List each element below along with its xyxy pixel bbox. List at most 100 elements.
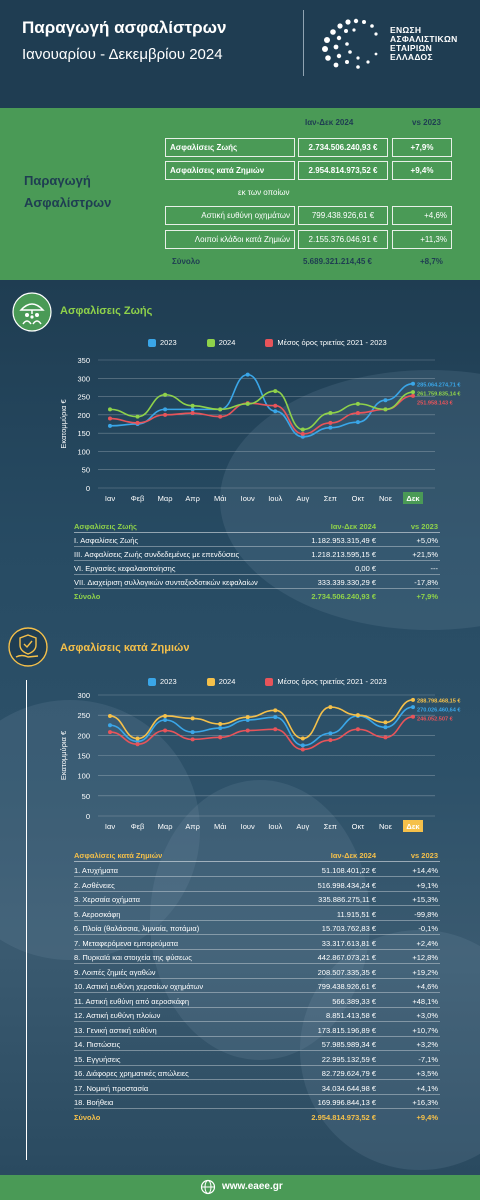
- table-row: 15. Εγγυήσεις 22.995.132,59 € -7,1%: [74, 1054, 440, 1066]
- page-subtitle: Ιανουαρίου - Δεκεμβρίου 2024: [22, 46, 223, 63]
- legend-swatch-2023: [148, 677, 156, 686]
- shield-hand-icon: [8, 627, 48, 667]
- header-divider: [303, 10, 304, 76]
- x-tick-label: Απρ: [185, 822, 199, 831]
- table-total-row: Σύνολο 2.954.814.973,52 € +9,4%: [74, 1112, 438, 1122]
- summary-of-which: εκ των οποίων: [238, 188, 290, 197]
- data-point: [163, 713, 168, 718]
- nonlife-line-chart: Εκατομμύρια € 0 50 100 150 200 250 300 Ιαν Φεβ Μαρ…: [59, 691, 461, 832]
- data-point: [108, 723, 112, 728]
- summary-motor-value: 799.438.926,61 €: [298, 206, 388, 225]
- table-row: 8. Πυρκαϊά και στοιχεία της φύσεως 442.86…: [74, 953, 440, 964]
- data-point: [190, 403, 195, 408]
- summary-life-value: 2.734.506.240,93 €: [298, 138, 388, 157]
- legend-label-2023: 2023: [160, 677, 177, 686]
- data-point: [411, 381, 415, 386]
- x-tick-label: Φεβ: [131, 822, 145, 831]
- life-line-chart: Εκατομμύρια € 0 50 100 150 200 250 300 350 Ιαν Φεβ…: [59, 356, 461, 504]
- summary-nonlife-label: Ασφαλίσεις κατά Ζημιών: [165, 161, 295, 180]
- data-point: [135, 414, 140, 419]
- y-tick-label: 150: [77, 752, 90, 761]
- end-value-label: 288.798.468,15 €: [417, 698, 461, 704]
- data-point: [163, 412, 168, 417]
- y-tick-label: 50: [82, 466, 90, 475]
- end-value-label: 251.958.143 €: [417, 400, 454, 406]
- data-point: [135, 742, 140, 747]
- summary-other-label: Λοιποί κλάδοι κατά Ζημιών: [165, 230, 295, 249]
- y-tick-label: 100: [77, 447, 90, 456]
- data-point: [190, 407, 195, 412]
- data-point: [245, 372, 250, 377]
- data-point: [328, 731, 333, 736]
- series-line: [109, 395, 414, 435]
- data-point: [218, 414, 223, 419]
- y-tick-label: 200: [77, 731, 90, 740]
- header: Παραγωγή ασφαλίστρων Ιανουαρίου - Δεκεμβ…: [0, 0, 480, 108]
- x-tick-label: Δεκ: [406, 494, 420, 503]
- data-point: [190, 737, 195, 742]
- data-point: [355, 727, 360, 732]
- table-row: 12. Αστική ευθύνη πλοίων 8.851.413,58 € +3…: [74, 1011, 440, 1022]
- data-point: [411, 697, 415, 702]
- data-point: [300, 736, 305, 741]
- data-point: [328, 420, 333, 425]
- life-legend: 2023 2024 Μέσος όρος τριετίας 2021 - 202…: [148, 338, 387, 347]
- data-point: [190, 730, 195, 735]
- table-row: 1. Ατυχήματα 51.108.401,22 € +14,4%: [74, 866, 440, 877]
- data-point: [300, 747, 305, 752]
- data-point: [273, 708, 278, 713]
- footer-link[interactable]: www.eaee.gr: [222, 1181, 283, 1192]
- y-tick-label: 300: [77, 691, 90, 700]
- table-row: 6. Πλοία (θαλάσσια, λιμναία, ποτάμια) 15.…: [74, 924, 440, 935]
- table-total-row: Σύνολο 2.734.506.240,93 € +7,9%: [74, 592, 438, 601]
- legend-label-2024: 2024: [218, 338, 236, 347]
- x-tick-label: Ιουλ: [268, 822, 282, 831]
- nonlife-section-title: Ασφαλίσεις κατά Ζημιών: [60, 642, 190, 654]
- x-tick-label: Ιαν: [105, 822, 115, 831]
- data-point: [383, 725, 388, 730]
- series-line: [109, 373, 414, 438]
- data-point: [108, 713, 112, 718]
- data-point: [300, 434, 305, 439]
- nonlife-legend: 2023 2024 Μέσος όρος τριετίας 2021 - 202…: [148, 677, 387, 686]
- end-value-label: 246.052.507 €: [417, 716, 454, 722]
- x-tick-label: Οκτ: [352, 494, 365, 503]
- table-row: 9. Λοιπές ζημιές αγαθών 208.507.335,35 € +…: [74, 967, 440, 979]
- table-row: 17. Νομική προστασία 34.034.644,98 € +4,1%: [74, 1083, 440, 1095]
- data-point: [163, 407, 168, 412]
- data-point: [328, 738, 333, 743]
- data-point: [411, 390, 415, 395]
- x-tick-label: Σεπ: [324, 494, 337, 503]
- y-tick-label: 0: [86, 812, 90, 821]
- x-tick-label: Σεπ: [324, 822, 337, 831]
- x-tick-label: Μάι: [214, 822, 227, 831]
- x-tick-label: Αυγ: [296, 494, 309, 503]
- data-point: [163, 718, 168, 723]
- table-row: 2. Ασθένειες 516.998.434,24 € +9,1%: [74, 880, 440, 892]
- data-point: [273, 715, 278, 720]
- data-point: [218, 407, 223, 412]
- data-point: [273, 389, 278, 394]
- y-axis-label: Εκατομμύρια €: [59, 730, 68, 780]
- data-point: [135, 739, 140, 744]
- data-point: [355, 713, 360, 718]
- y-tick-label: 350: [77, 356, 90, 365]
- y-tick-label: 150: [77, 429, 90, 438]
- legend-label-avg: Μέσος όρος τριετίας 2021 - 2023: [277, 677, 387, 686]
- legend-label-avg: Μέσος όρος τριετίας 2021 - 2023: [277, 338, 387, 347]
- legend-swatch-2024: [206, 677, 215, 686]
- summary-panel: Παραγωγή Ασφαλίστρων Ιαν-Δεκ 2024 vs 202…: [0, 108, 480, 280]
- summary-motor-vs: +4,6%: [392, 206, 452, 225]
- data-point: [135, 420, 140, 425]
- end-value-label: 261.759.835,14 €: [417, 391, 461, 397]
- data-point: [411, 393, 415, 398]
- data-point: [355, 401, 360, 406]
- highlight-box: [403, 492, 423, 504]
- summary-total-vs: +8,7%: [420, 257, 443, 266]
- series-line: [109, 699, 414, 740]
- data-point: [273, 409, 278, 414]
- series-line: [109, 715, 414, 751]
- data-point: [411, 705, 415, 710]
- data-point: [108, 416, 112, 421]
- data-point: [300, 431, 305, 436]
